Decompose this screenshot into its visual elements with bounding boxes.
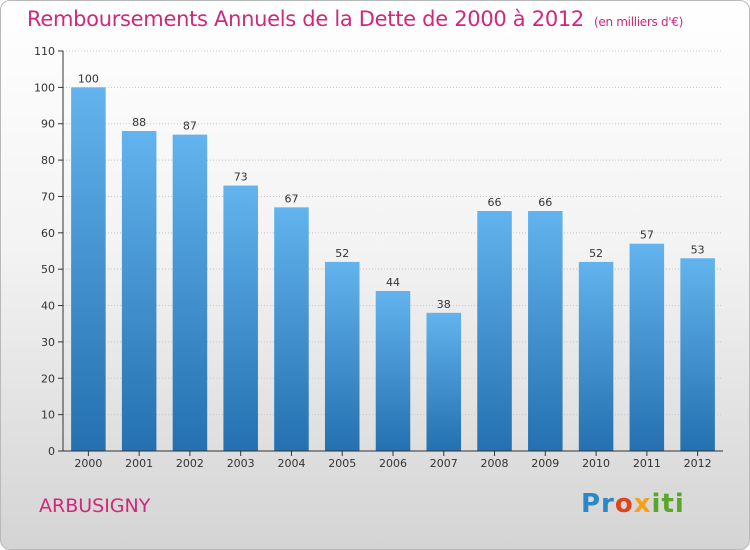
bar-value-label: 67 xyxy=(284,192,298,205)
chart-subtitle: (en milliers d'€) xyxy=(594,15,684,29)
bar-value-label: 53 xyxy=(691,243,705,256)
x-tick-label: 2004 xyxy=(277,457,305,470)
x-tick-label: 2009 xyxy=(531,457,559,470)
y-tick-label: 100 xyxy=(34,81,55,94)
y-tick-label: 30 xyxy=(41,336,55,349)
bar xyxy=(629,243,665,451)
x-tick-label: 2007 xyxy=(430,457,458,470)
bar xyxy=(477,211,512,451)
x-tick-label: 2010 xyxy=(582,457,610,470)
bar-value-label: 87 xyxy=(183,120,197,133)
x-tick-label: 2012 xyxy=(684,457,712,470)
bar-value-label: 52 xyxy=(335,247,349,260)
bar-value-label: 52 xyxy=(589,247,603,260)
proxiti-logo[interactable]: Proxiti xyxy=(581,489,685,519)
bar-value-label: 66 xyxy=(488,196,502,209)
bar xyxy=(324,261,360,451)
x-tick-label: 2006 xyxy=(379,457,407,470)
chart-title-text: Remboursements Annuels de la Dette de 20… xyxy=(27,7,584,31)
y-tick-label: 0 xyxy=(48,445,55,458)
x-tick-label: 2011 xyxy=(633,457,661,470)
bar-value-label: 73 xyxy=(234,171,248,184)
y-tick-label: 40 xyxy=(41,300,55,313)
bar-value-label: 100 xyxy=(78,72,99,85)
bar xyxy=(375,291,411,451)
x-tick-label: 2002 xyxy=(176,457,204,470)
x-tick-label: 2000 xyxy=(74,457,102,470)
town-name: ARBUSIGNY xyxy=(39,495,151,517)
y-tick-label: 70 xyxy=(41,190,55,203)
bar xyxy=(223,185,258,451)
bar xyxy=(528,211,563,451)
bar xyxy=(426,312,462,451)
bar-value-label: 57 xyxy=(640,229,654,242)
y-tick-label: 60 xyxy=(41,227,55,240)
bar-value-label: 88 xyxy=(132,116,146,129)
y-tick-label: 80 xyxy=(41,154,55,167)
y-tick-label: 110 xyxy=(34,45,55,58)
bar xyxy=(71,87,106,451)
x-tick-label: 2008 xyxy=(481,457,509,470)
bar-value-label: 66 xyxy=(538,196,552,209)
x-tick-label: 2001 xyxy=(125,457,153,470)
bar-value-label: 38 xyxy=(437,298,451,311)
y-tick-label: 50 xyxy=(41,263,55,276)
bar xyxy=(172,134,208,452)
y-tick-label: 10 xyxy=(41,409,55,422)
bar xyxy=(578,261,614,451)
x-tick-label: 2003 xyxy=(227,457,255,470)
y-tick-label: 90 xyxy=(41,118,55,131)
y-tick-label: 20 xyxy=(41,372,55,385)
x-tick-label: 2005 xyxy=(328,457,356,470)
bar xyxy=(274,207,309,451)
bar xyxy=(121,131,157,451)
bar xyxy=(680,258,715,451)
bar-value-label: 44 xyxy=(386,276,400,289)
chart-title: Remboursements Annuels de la Dette de 20… xyxy=(27,7,683,31)
